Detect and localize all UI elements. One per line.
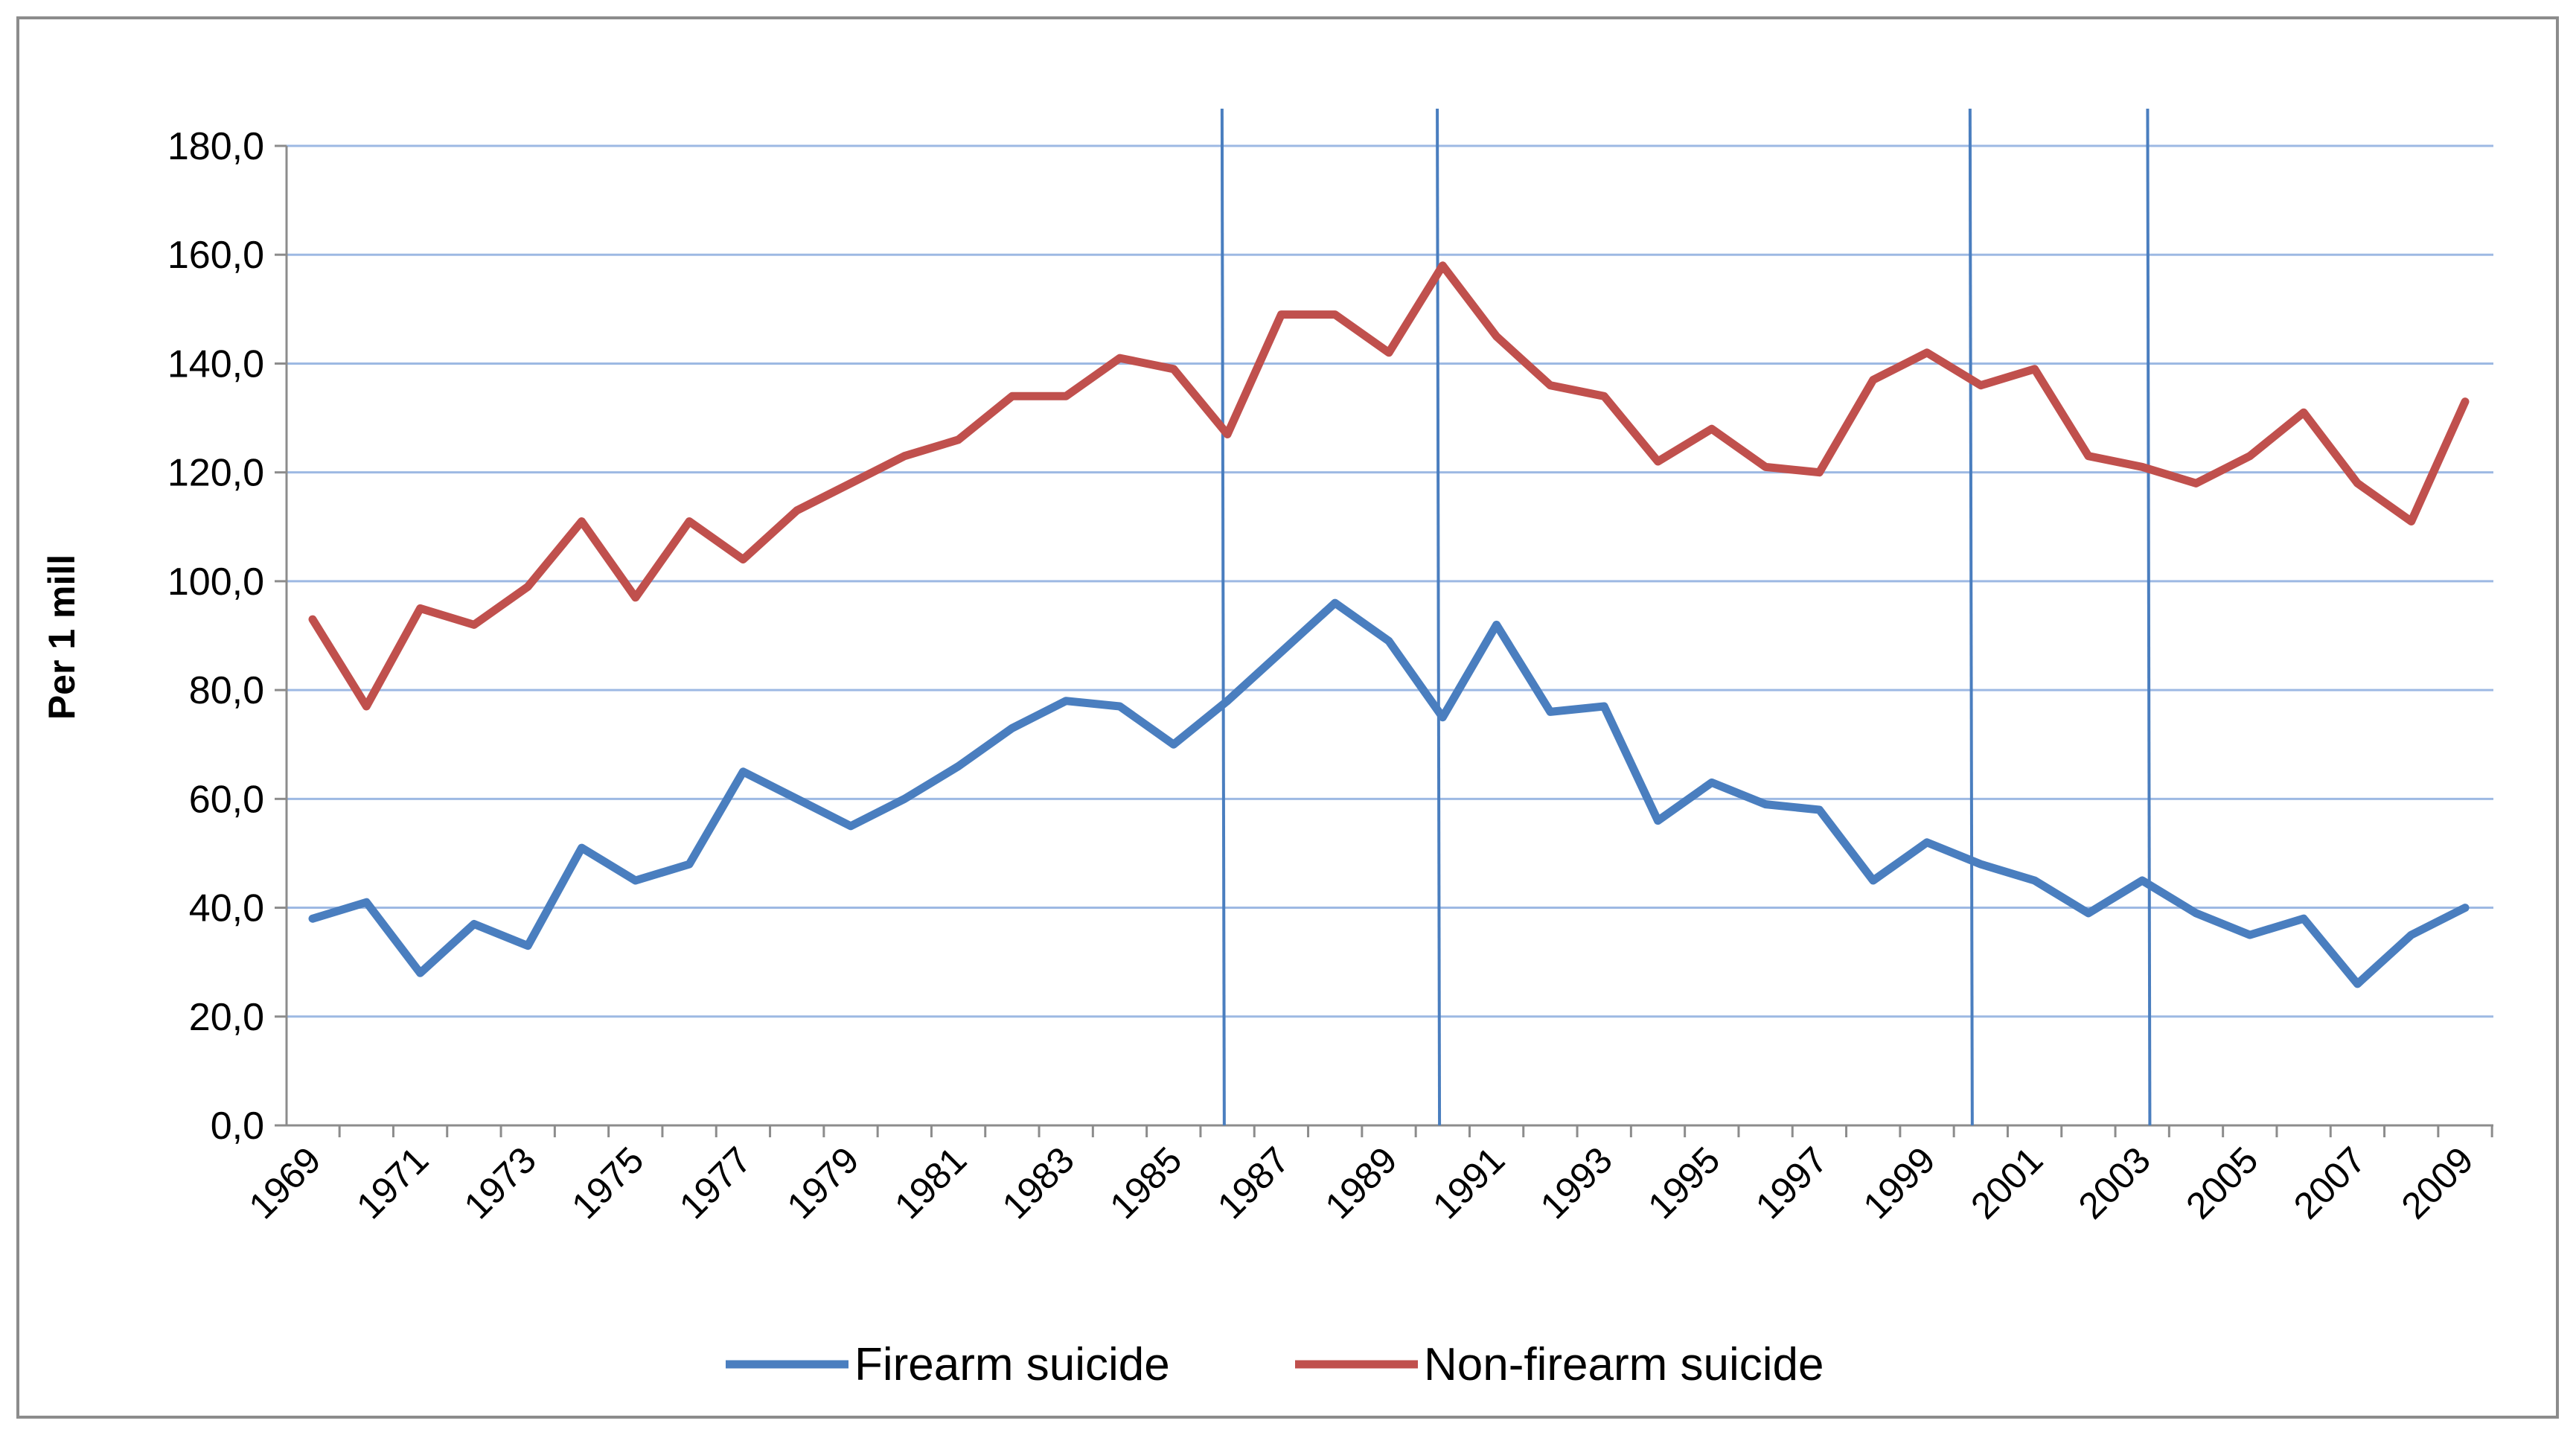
legend: Firearm suicide Non-firearm suicide xyxy=(726,1339,1824,1390)
legend-label: Non-firearm suicide xyxy=(1424,1339,1824,1390)
y-axis-label: Per 1 mill xyxy=(41,555,83,720)
y-tick-label: 60,0 xyxy=(189,778,264,821)
y-tick-label: 0,0 xyxy=(211,1105,264,1148)
y-tick-label: 120,0 xyxy=(167,452,264,495)
y-tick-label: 80,0 xyxy=(189,669,264,712)
y-tick-labels: 0,0 20,0 40,0 60,0 80,0 100,0 120,0 140,0 160,0 1… xyxy=(167,125,264,1148)
non-firearm-suicide-line xyxy=(308,261,2470,711)
series-lines xyxy=(308,261,2470,988)
vertical-marker-line xyxy=(2146,108,2152,1126)
firearm-suicide-line xyxy=(308,598,2470,988)
y-tick-label: 160,0 xyxy=(167,234,264,277)
vertical-marker-line xyxy=(1968,108,1974,1126)
vertical-marker-line xyxy=(1220,108,1226,1126)
y-tick-label: 20,0 xyxy=(189,996,264,1039)
gridlines xyxy=(287,144,2493,1018)
chart-border xyxy=(16,16,2559,1419)
y-tick-label: 180,0 xyxy=(167,125,264,168)
axes xyxy=(275,144,2493,1137)
y-tick-label: 40,0 xyxy=(189,887,264,930)
legend-label: Firearm suicide xyxy=(854,1339,1170,1390)
y-tick-label: 100,0 xyxy=(167,560,264,604)
y-tick-label: 140,0 xyxy=(167,342,264,386)
